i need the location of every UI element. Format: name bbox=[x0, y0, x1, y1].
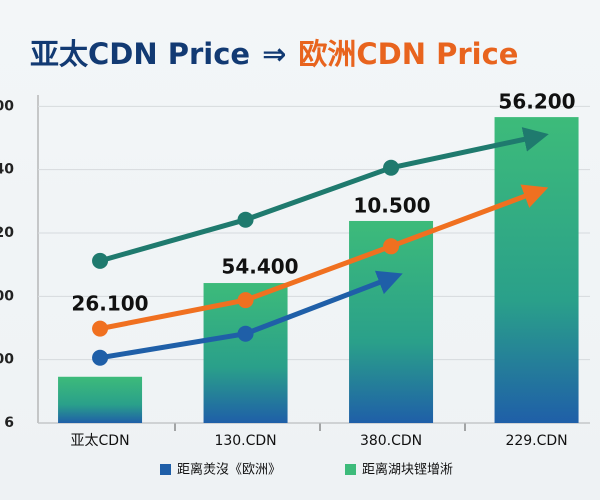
y-tick-label: 6 bbox=[4, 415, 14, 431]
y-tick-label: 20 bbox=[0, 225, 14, 241]
point bbox=[237, 292, 254, 309]
value-annotation: 56.200 bbox=[498, 90, 575, 114]
y-tick-label: 00 bbox=[0, 288, 14, 304]
y-tick-label: 40 bbox=[0, 162, 14, 178]
title-part: 欧洲CDN Price bbox=[298, 37, 518, 71]
y-tick-label: 00 bbox=[0, 352, 14, 368]
legend-swatch bbox=[345, 464, 356, 475]
y-tick-label: 00 bbox=[0, 98, 14, 114]
line bbox=[99, 184, 549, 332]
bar bbox=[58, 376, 143, 423]
line bbox=[99, 127, 549, 264]
legend-swatch bbox=[160, 464, 171, 475]
point bbox=[237, 211, 254, 228]
value-annotation: 54.400 bbox=[221, 255, 298, 279]
chart-title: 亚太CDN Price ⇒ 欧洲CDN Price bbox=[30, 37, 518, 71]
point bbox=[92, 320, 109, 337]
legend-label: 距离羙沒《欧洲》 bbox=[177, 462, 281, 478]
bar bbox=[494, 117, 579, 423]
x-tick-label: 229.CDN bbox=[505, 433, 567, 449]
point bbox=[237, 325, 254, 342]
x-tick-label: 亚太CDN bbox=[71, 433, 130, 449]
value-annotation: 26.100 bbox=[71, 292, 148, 316]
title-part: 亚太CDN Price bbox=[30, 37, 250, 71]
legend-label: 距离湖块铿增淅 bbox=[362, 462, 453, 478]
x-tick-label: 380.CDN bbox=[360, 433, 422, 449]
point bbox=[383, 159, 400, 176]
title-part: ⇒ bbox=[262, 37, 286, 71]
point bbox=[92, 252, 109, 269]
point bbox=[92, 349, 109, 366]
x-tick-label: 130.CDN bbox=[214, 433, 276, 449]
point bbox=[383, 238, 400, 255]
value-annotation: 10.500 bbox=[353, 194, 430, 218]
